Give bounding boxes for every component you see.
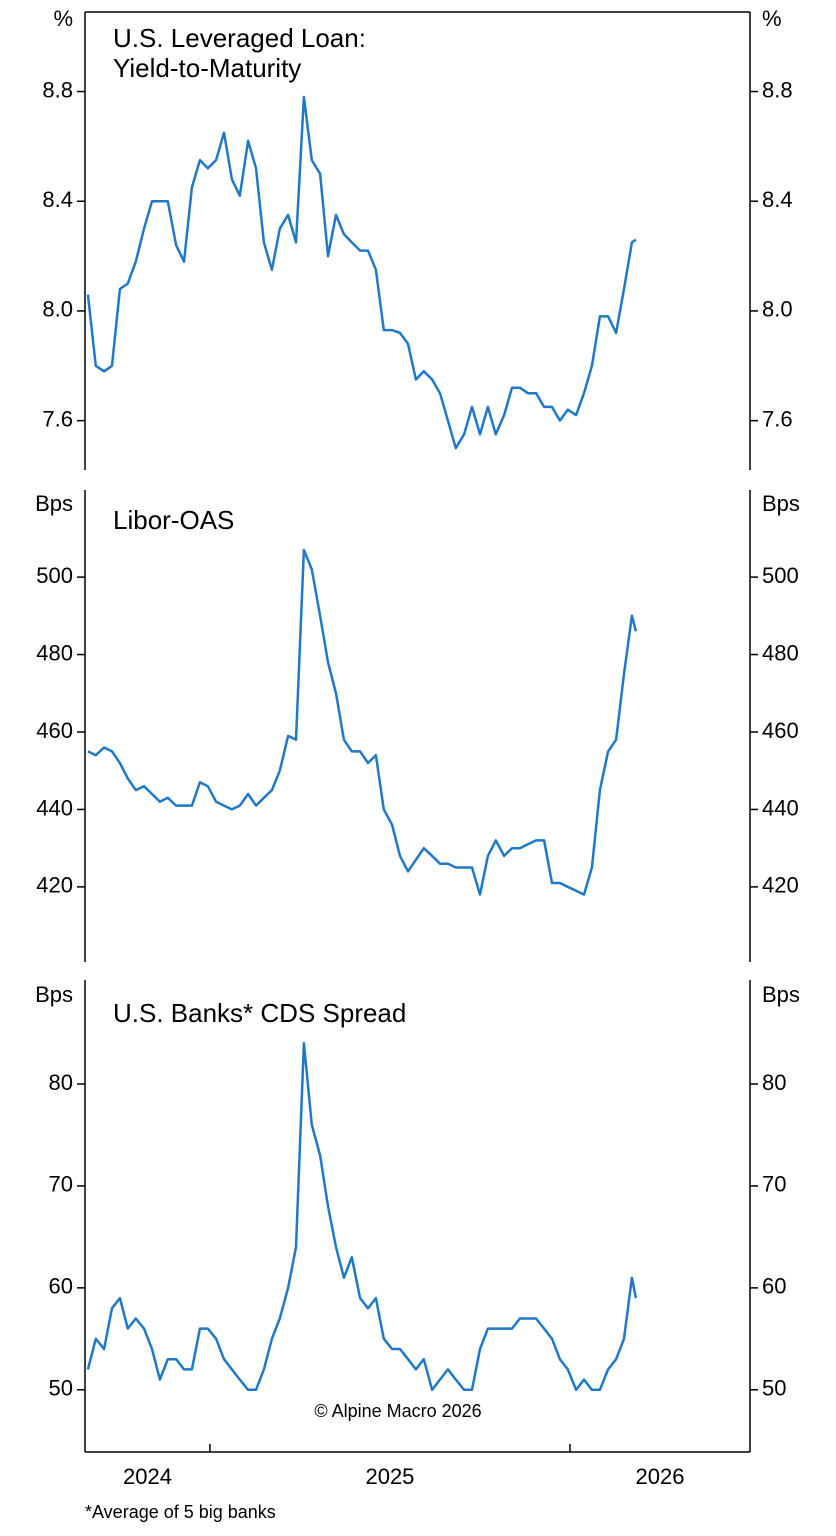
annotation: © Alpine Macro 2026 xyxy=(314,1401,481,1421)
y-tick-label: 8.0 xyxy=(762,297,793,322)
panel-title: Yield-to-Maturity xyxy=(113,53,301,83)
x-tick-label: 2025 xyxy=(365,1464,414,1489)
y-tick-label: 70 xyxy=(49,1172,73,1197)
panel-title: U.S. Banks* CDS Spread xyxy=(113,998,406,1028)
x-tick-label: 2026 xyxy=(636,1464,685,1489)
y-tick-label: 480 xyxy=(36,640,73,665)
y-tick-label: 7.6 xyxy=(762,406,793,431)
y-unit-left: Bps xyxy=(35,982,73,1007)
y-tick-label: 60 xyxy=(49,1274,73,1299)
y-tick-label: 8.0 xyxy=(42,297,73,322)
x-tick-label: 2024 xyxy=(123,1464,172,1489)
data-line xyxy=(86,95,637,450)
y-tick-label: 420 xyxy=(762,873,799,898)
y-tick-label: 440 xyxy=(762,795,799,820)
y-tick-label: 8.8 xyxy=(762,77,793,102)
panel-title: U.S. Leveraged Loan: xyxy=(113,23,366,53)
y-tick-label: 500 xyxy=(762,563,799,588)
y-tick-label: 50 xyxy=(49,1376,73,1401)
y-unit-right: Bps xyxy=(762,491,800,516)
y-unit-right: Bps xyxy=(762,982,800,1007)
y-tick-label: 500 xyxy=(36,563,73,588)
y-tick-label: 80 xyxy=(49,1070,73,1095)
y-tick-label: 80 xyxy=(762,1070,786,1095)
y-unit-left: % xyxy=(53,6,73,31)
y-tick-label: 70 xyxy=(762,1172,786,1197)
y-tick-label: 420 xyxy=(36,873,73,898)
y-tick-label: 7.6 xyxy=(42,406,73,431)
y-tick-label: 460 xyxy=(36,718,73,743)
y-tick-label: 50 xyxy=(762,1376,786,1401)
y-unit-left: Bps xyxy=(35,491,73,516)
data-line xyxy=(87,548,638,896)
y-tick-label: 480 xyxy=(762,640,799,665)
y-tick-label: 8.4 xyxy=(762,187,793,212)
data-line xyxy=(86,1041,638,1392)
y-tick-label: 440 xyxy=(36,795,73,820)
y-tick-label: 8.4 xyxy=(42,187,73,212)
footnote: *Average of 5 big banks xyxy=(85,1502,276,1522)
y-unit-right: % xyxy=(762,6,782,31)
y-tick-label: 8.8 xyxy=(42,77,73,102)
y-tick-label: 60 xyxy=(762,1274,786,1299)
panel-title: Libor-OAS xyxy=(113,505,234,535)
y-tick-label: 460 xyxy=(762,718,799,743)
